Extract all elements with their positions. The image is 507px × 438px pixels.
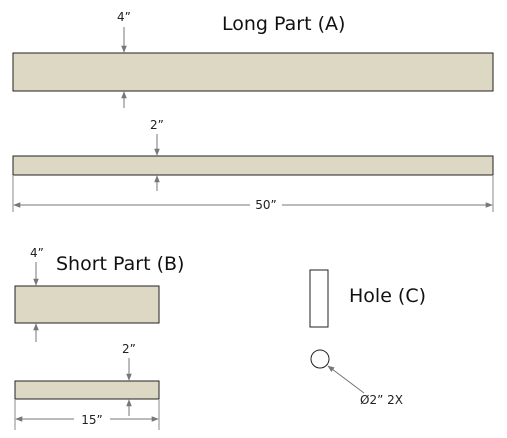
hole-diameter-leader bbox=[327, 365, 365, 394]
hole-diameter-label: Ø2” 2X bbox=[360, 393, 403, 407]
hole-side-view bbox=[309, 269, 329, 328]
short-part-width-label: 4” bbox=[30, 246, 44, 260]
long-part-thickness-label: 2” bbox=[150, 118, 164, 132]
long-part-width-view bbox=[12, 52, 494, 92]
short-part-thickness-view bbox=[14, 380, 160, 400]
long-part-group: Long Part (A) 4” 2” 50” bbox=[12, 10, 494, 212]
long-part-thickness-view bbox=[12, 155, 494, 176]
short-part-width-view bbox=[14, 285, 160, 324]
short-part-group: Short Part (B) 4” 2” 15” bbox=[14, 246, 184, 430]
short-part-length-label: 15” bbox=[81, 413, 103, 427]
hole-title: Hole (C) bbox=[349, 285, 426, 307]
long-part-title: Long Part (A) bbox=[222, 13, 345, 35]
hole-circle bbox=[310, 349, 330, 369]
long-part-width-label: 4” bbox=[117, 10, 131, 24]
hole-group: Hole (C) Ø2” 2X bbox=[309, 269, 426, 407]
long-part-length-label: 50” bbox=[255, 198, 277, 212]
short-part-thickness-label: 2” bbox=[122, 342, 136, 356]
short-part-title: Short Part (B) bbox=[56, 253, 184, 275]
